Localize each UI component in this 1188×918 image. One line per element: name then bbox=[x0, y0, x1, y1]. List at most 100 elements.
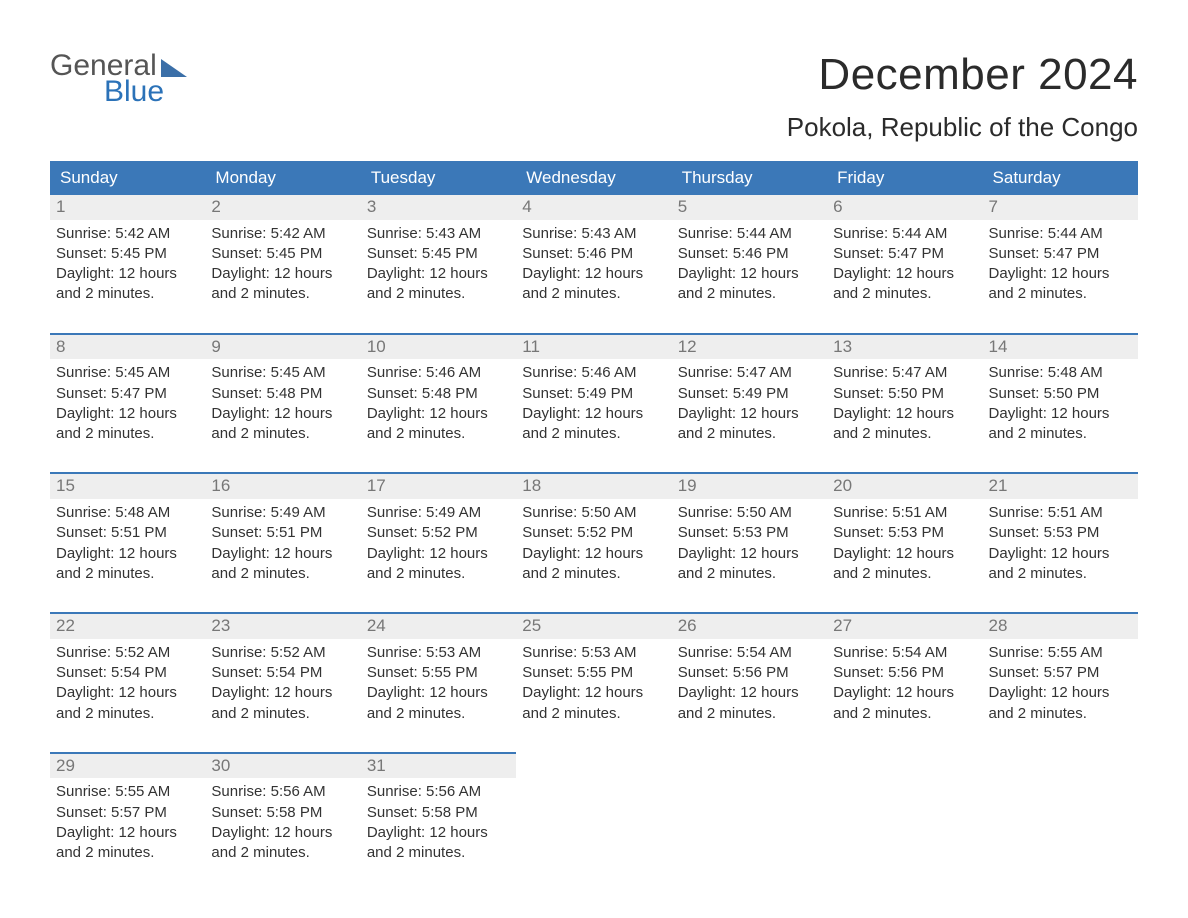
daylight-text: Daylight: 12 hours and 2 minutes. bbox=[211, 404, 354, 445]
weekday-header: Sunday bbox=[50, 161, 205, 195]
sunrise-text: Sunrise: 5:47 AM bbox=[833, 363, 976, 383]
sunset-text: Sunset: 5:51 PM bbox=[56, 523, 199, 543]
calendar-day-cell bbox=[516, 753, 671, 892]
sunset-text: Sunset: 5:56 PM bbox=[833, 663, 976, 683]
sunset-text: Sunset: 5:48 PM bbox=[211, 384, 354, 404]
location-subtitle: Pokola, Republic of the Congo bbox=[787, 112, 1138, 143]
sunrise-text: Sunrise: 5:53 AM bbox=[522, 643, 665, 663]
day-details: Sunrise: 5:44 AMSunset: 5:47 PMDaylight:… bbox=[827, 220, 982, 333]
title-block: December 2024 Pokola, Republic of the Co… bbox=[787, 50, 1138, 143]
sunrise-text: Sunrise: 5:48 AM bbox=[989, 363, 1132, 383]
calendar-day-cell: 2Sunrise: 5:42 AMSunset: 5:45 PMDaylight… bbox=[205, 195, 360, 334]
sunrise-text: Sunrise: 5:46 AM bbox=[522, 363, 665, 383]
day-number: 17 bbox=[361, 474, 516, 499]
sunset-text: Sunset: 5:49 PM bbox=[522, 384, 665, 404]
day-details: Sunrise: 5:53 AMSunset: 5:55 PMDaylight:… bbox=[516, 639, 671, 752]
daylight-text: Daylight: 12 hours and 2 minutes. bbox=[989, 544, 1132, 585]
weekday-header: Friday bbox=[827, 161, 982, 195]
weekday-header: Monday bbox=[205, 161, 360, 195]
sunset-text: Sunset: 5:46 PM bbox=[678, 244, 821, 264]
calendar-day-cell: 12Sunrise: 5:47 AMSunset: 5:49 PMDayligh… bbox=[672, 334, 827, 474]
sunset-text: Sunset: 5:56 PM bbox=[678, 663, 821, 683]
sunset-text: Sunset: 5:49 PM bbox=[678, 384, 821, 404]
calendar-day-cell: 5Sunrise: 5:44 AMSunset: 5:46 PMDaylight… bbox=[672, 195, 827, 334]
sunset-text: Sunset: 5:57 PM bbox=[56, 803, 199, 823]
brand-logo: General Blue bbox=[50, 50, 187, 107]
weekday-header-row: Sunday Monday Tuesday Wednesday Thursday… bbox=[50, 161, 1138, 195]
sunrise-text: Sunrise: 5:48 AM bbox=[56, 503, 199, 523]
sunset-text: Sunset: 5:50 PM bbox=[989, 384, 1132, 404]
calendar-week-row: 29Sunrise: 5:55 AMSunset: 5:57 PMDayligh… bbox=[50, 753, 1138, 892]
calendar-day-cell: 22Sunrise: 5:52 AMSunset: 5:54 PMDayligh… bbox=[50, 613, 205, 753]
calendar-day-cell: 6Sunrise: 5:44 AMSunset: 5:47 PMDaylight… bbox=[827, 195, 982, 334]
sunset-text: Sunset: 5:53 PM bbox=[678, 523, 821, 543]
daylight-text: Daylight: 12 hours and 2 minutes. bbox=[833, 683, 976, 724]
day-number: 19 bbox=[672, 474, 827, 499]
daylight-text: Daylight: 12 hours and 2 minutes. bbox=[56, 823, 199, 864]
day-number: 27 bbox=[827, 614, 982, 639]
calendar-day-cell: 19Sunrise: 5:50 AMSunset: 5:53 PMDayligh… bbox=[672, 473, 827, 613]
sunrise-text: Sunrise: 5:44 AM bbox=[678, 224, 821, 244]
sunrise-text: Sunrise: 5:46 AM bbox=[367, 363, 510, 383]
sunrise-text: Sunrise: 5:44 AM bbox=[833, 224, 976, 244]
sunrise-text: Sunrise: 5:42 AM bbox=[211, 224, 354, 244]
day-details: Sunrise: 5:43 AMSunset: 5:45 PMDaylight:… bbox=[361, 220, 516, 333]
day-number: 13 bbox=[827, 335, 982, 360]
day-details: Sunrise: 5:46 AMSunset: 5:49 PMDaylight:… bbox=[516, 359, 671, 472]
daylight-text: Daylight: 12 hours and 2 minutes. bbox=[833, 264, 976, 305]
day-details: Sunrise: 5:44 AMSunset: 5:46 PMDaylight:… bbox=[672, 220, 827, 333]
month-title: December 2024 bbox=[787, 50, 1138, 100]
sunset-text: Sunset: 5:54 PM bbox=[56, 663, 199, 683]
sunset-text: Sunset: 5:54 PM bbox=[211, 663, 354, 683]
day-number: 5 bbox=[672, 195, 827, 220]
day-details: Sunrise: 5:54 AMSunset: 5:56 PMDaylight:… bbox=[672, 639, 827, 752]
day-number: 25 bbox=[516, 614, 671, 639]
daylight-text: Daylight: 12 hours and 2 minutes. bbox=[522, 683, 665, 724]
sunrise-text: Sunrise: 5:50 AM bbox=[678, 503, 821, 523]
day-number: 9 bbox=[205, 335, 360, 360]
day-number: 26 bbox=[672, 614, 827, 639]
weekday-header: Wednesday bbox=[516, 161, 671, 195]
day-details: Sunrise: 5:53 AMSunset: 5:55 PMDaylight:… bbox=[361, 639, 516, 752]
sunrise-text: Sunrise: 5:45 AM bbox=[56, 363, 199, 383]
sunrise-text: Sunrise: 5:49 AM bbox=[211, 503, 354, 523]
day-number: 1 bbox=[50, 195, 205, 220]
calendar-table: Sunday Monday Tuesday Wednesday Thursday… bbox=[50, 161, 1138, 891]
calendar-day-cell: 16Sunrise: 5:49 AMSunset: 5:51 PMDayligh… bbox=[205, 473, 360, 613]
sunset-text: Sunset: 5:57 PM bbox=[989, 663, 1132, 683]
day-number: 24 bbox=[361, 614, 516, 639]
calendar-day-cell: 25Sunrise: 5:53 AMSunset: 5:55 PMDayligh… bbox=[516, 613, 671, 753]
calendar-day-cell: 30Sunrise: 5:56 AMSunset: 5:58 PMDayligh… bbox=[205, 753, 360, 892]
logo-flag-icon bbox=[161, 59, 187, 77]
daylight-text: Daylight: 12 hours and 2 minutes. bbox=[833, 404, 976, 445]
day-number: 28 bbox=[983, 614, 1138, 639]
calendar-day-cell: 11Sunrise: 5:46 AMSunset: 5:49 PMDayligh… bbox=[516, 334, 671, 474]
calendar-week-row: 8Sunrise: 5:45 AMSunset: 5:47 PMDaylight… bbox=[50, 334, 1138, 474]
sunrise-text: Sunrise: 5:51 AM bbox=[989, 503, 1132, 523]
day-details: Sunrise: 5:52 AMSunset: 5:54 PMDaylight:… bbox=[50, 639, 205, 752]
sunset-text: Sunset: 5:53 PM bbox=[989, 523, 1132, 543]
sunrise-text: Sunrise: 5:54 AM bbox=[678, 643, 821, 663]
calendar-week-row: 15Sunrise: 5:48 AMSunset: 5:51 PMDayligh… bbox=[50, 473, 1138, 613]
daylight-text: Daylight: 12 hours and 2 minutes. bbox=[56, 264, 199, 305]
day-details: Sunrise: 5:45 AMSunset: 5:48 PMDaylight:… bbox=[205, 359, 360, 472]
sunrise-text: Sunrise: 5:43 AM bbox=[367, 224, 510, 244]
day-details: Sunrise: 5:43 AMSunset: 5:46 PMDaylight:… bbox=[516, 220, 671, 333]
day-details: Sunrise: 5:52 AMSunset: 5:54 PMDaylight:… bbox=[205, 639, 360, 752]
day-number: 22 bbox=[50, 614, 205, 639]
sunset-text: Sunset: 5:51 PM bbox=[211, 523, 354, 543]
day-details: Sunrise: 5:56 AMSunset: 5:58 PMDaylight:… bbox=[205, 778, 360, 891]
day-number: 10 bbox=[361, 335, 516, 360]
sunset-text: Sunset: 5:58 PM bbox=[211, 803, 354, 823]
day-number: 6 bbox=[827, 195, 982, 220]
day-details: Sunrise: 5:49 AMSunset: 5:52 PMDaylight:… bbox=[361, 499, 516, 612]
day-details: Sunrise: 5:54 AMSunset: 5:56 PMDaylight:… bbox=[827, 639, 982, 752]
day-number: 14 bbox=[983, 335, 1138, 360]
sunset-text: Sunset: 5:46 PM bbox=[522, 244, 665, 264]
calendar-day-cell: 24Sunrise: 5:53 AMSunset: 5:55 PMDayligh… bbox=[361, 613, 516, 753]
sunrise-text: Sunrise: 5:44 AM bbox=[989, 224, 1132, 244]
daylight-text: Daylight: 12 hours and 2 minutes. bbox=[367, 544, 510, 585]
day-details: Sunrise: 5:42 AMSunset: 5:45 PMDaylight:… bbox=[205, 220, 360, 333]
calendar-day-cell: 31Sunrise: 5:56 AMSunset: 5:58 PMDayligh… bbox=[361, 753, 516, 892]
calendar-day-cell: 28Sunrise: 5:55 AMSunset: 5:57 PMDayligh… bbox=[983, 613, 1138, 753]
